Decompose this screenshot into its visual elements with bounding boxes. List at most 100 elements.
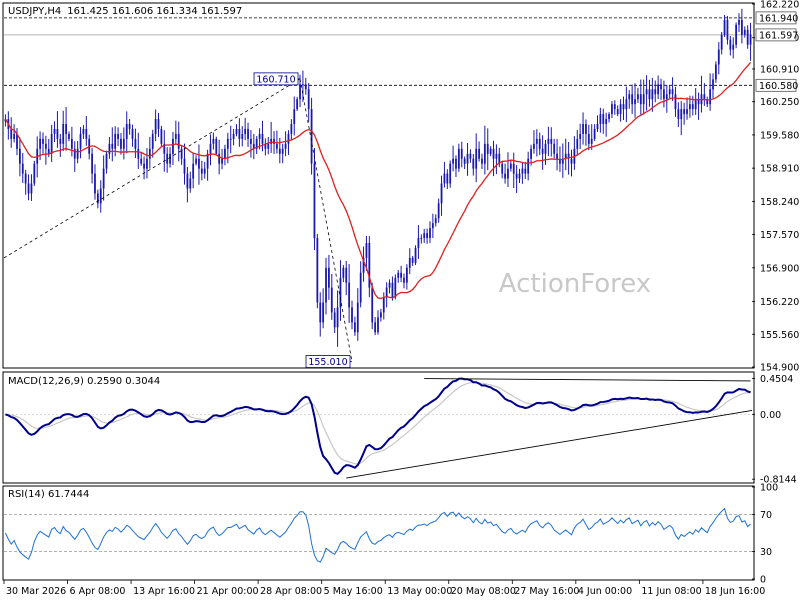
candle-body	[140, 158, 143, 164]
candle-body	[668, 89, 671, 95]
candle-body	[400, 272, 403, 278]
candle-body	[365, 243, 368, 258]
candle-body	[348, 282, 351, 308]
candle	[550, 127, 553, 157]
candle-body	[417, 238, 420, 248]
candle-body	[723, 19, 726, 35]
watermark: ActionForex	[499, 269, 651, 299]
candle	[726, 15, 729, 45]
candle-body	[44, 143, 47, 149]
candle-body	[16, 133, 18, 149]
candle	[527, 151, 530, 181]
candle-body	[677, 109, 680, 120]
candle	[420, 234, 423, 244]
candle-body	[27, 183, 30, 194]
candle	[495, 144, 498, 175]
price-trendlines	[3, 78, 353, 362]
candle-body	[261, 133, 264, 144]
candle	[657, 75, 660, 100]
candle-body	[613, 104, 616, 110]
candle	[131, 124, 134, 147]
candle-body	[616, 109, 619, 115]
candle	[356, 288, 359, 341]
candle-body	[192, 163, 195, 179]
candle	[417, 225, 420, 259]
candle	[686, 97, 688, 120]
candle-body	[582, 124, 584, 134]
candle-body	[602, 114, 605, 125]
candle-body	[611, 104, 613, 115]
candle-body	[712, 79, 714, 90]
x-axis: 30 Mar 2026 6 Apr 08:00 13 Apr 16:00 21 Apr…	[3, 580, 765, 597]
candle	[489, 146, 492, 157]
candle-body	[203, 168, 206, 174]
x-tick-label: 27 May 16:00	[514, 586, 579, 597]
candle-body	[469, 153, 472, 159]
candle-body	[619, 104, 622, 115]
candle-body	[42, 138, 44, 144]
candle	[267, 136, 270, 155]
x-tick-label: 21 Apr 00:00	[197, 586, 259, 597]
candle-body	[99, 188, 102, 204]
candle	[183, 143, 186, 185]
candle-body	[65, 124, 67, 134]
candle-body	[420, 238, 423, 240]
candle	[105, 150, 108, 174]
candle	[553, 138, 556, 159]
candle	[388, 279, 391, 294]
rsi-axis: 100 70 30 0	[752, 483, 778, 586]
candle	[224, 144, 226, 166]
candle	[691, 95, 694, 116]
candle-body	[137, 148, 140, 159]
price-tick-label: 155.560	[760, 330, 799, 341]
candle-body	[56, 128, 59, 139]
candle	[694, 88, 697, 115]
candle-body	[660, 84, 662, 90]
candle	[24, 169, 27, 195]
candle	[709, 73, 712, 111]
candle	[244, 117, 247, 141]
candle	[255, 136, 258, 154]
candle	[148, 136, 151, 169]
candle	[44, 135, 47, 165]
x-tick-label: 18 Jun 16:00	[705, 586, 765, 597]
candle-body	[680, 109, 683, 120]
candle-body	[443, 173, 446, 184]
candle-body	[333, 312, 336, 328]
candle-body	[209, 143, 212, 154]
x-tick-label: 5 May 16:00	[324, 586, 383, 597]
candle-body	[530, 148, 532, 159]
candle	[423, 228, 426, 244]
x-tick-label: 13 Apr 16:00	[133, 586, 195, 597]
candle-body	[232, 133, 235, 139]
candle	[16, 128, 18, 156]
candle-body	[527, 158, 530, 174]
candle-body	[634, 99, 636, 105]
candle	[261, 120, 264, 152]
candle-body	[342, 267, 345, 278]
candle-body	[353, 322, 356, 333]
candle-body	[345, 267, 348, 283]
candle-body	[177, 133, 180, 149]
candle	[330, 274, 333, 320]
candle-body	[605, 119, 608, 125]
candle	[134, 128, 137, 159]
candle-body	[160, 128, 163, 144]
candle	[426, 228, 428, 244]
candle	[68, 131, 70, 142]
candle	[21, 152, 24, 183]
candle	[281, 143, 284, 164]
candle-body	[489, 148, 492, 154]
candle-body	[628, 94, 631, 100]
candle	[590, 124, 593, 150]
candle-body	[478, 148, 480, 159]
price-panel-frame	[2, 2, 755, 369]
candle	[408, 248, 411, 275]
candle-body	[218, 153, 221, 164]
candle	[146, 148, 148, 179]
candle-body	[512, 163, 515, 174]
candle-body	[553, 143, 556, 154]
candle-body	[388, 282, 391, 288]
candle	[53, 121, 56, 143]
candle	[96, 189, 99, 209]
